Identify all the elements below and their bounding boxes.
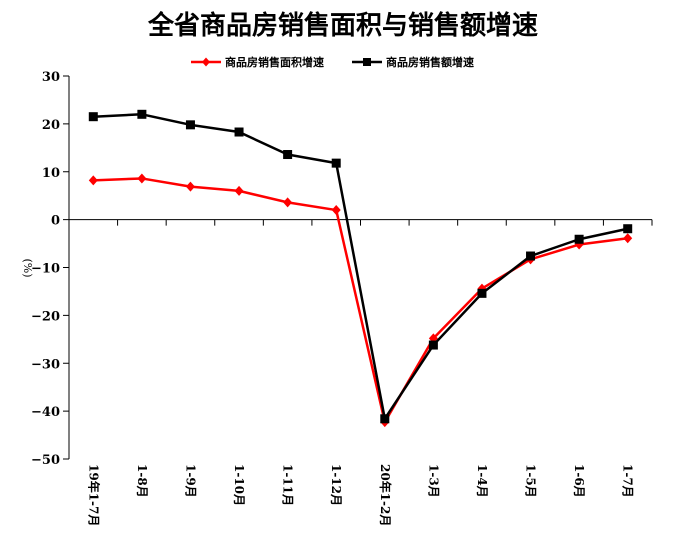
data-point bbox=[185, 120, 195, 130]
legend-item: 商品房销售额增速 bbox=[352, 55, 474, 69]
x-tick-label: 1-6月 bbox=[572, 464, 586, 498]
data-point bbox=[428, 340, 438, 350]
data-point bbox=[137, 173, 147, 184]
data-point bbox=[88, 112, 98, 122]
y-tick-label: −30 bbox=[31, 357, 60, 372]
legend-label: 商品房销售额增速 bbox=[386, 55, 474, 69]
axes: 30 20 10 0 −10 −20 −30 −40 −50 19年1-7月 1-8月 1-9月 1-1… bbox=[31, 70, 653, 526]
legend-item: 商品房销售面积增速 bbox=[191, 55, 324, 69]
x-tick-label: 1-8月 bbox=[135, 464, 149, 498]
legend-marker bbox=[202, 57, 210, 67]
data-point bbox=[185, 181, 195, 192]
x-tick-label: 1-5月 bbox=[524, 464, 538, 498]
data-point bbox=[331, 158, 341, 168]
x-tick-label: 1-4月 bbox=[475, 464, 489, 498]
x-tick-label: 19年1-7月 bbox=[86, 464, 101, 526]
x-tick-label: 1-9月 bbox=[183, 464, 197, 498]
data-point bbox=[574, 234, 584, 244]
y-tick-label: −50 bbox=[31, 453, 60, 468]
data-point bbox=[137, 109, 147, 119]
data-point bbox=[380, 414, 390, 424]
x-tick-label: 20年1-2月 bbox=[378, 464, 393, 526]
x-tick-label: 1-3月 bbox=[426, 464, 440, 498]
series-2 bbox=[88, 109, 633, 424]
y-tick-label: 30 bbox=[42, 70, 60, 85]
y-axis-label: (%) bbox=[21, 258, 34, 277]
series-1 bbox=[88, 173, 633, 428]
data-point bbox=[526, 251, 536, 261]
x-tick-label: 1-12月 bbox=[329, 464, 343, 506]
chart-title: 全省商品房销售面积与销售额增速 bbox=[147, 10, 538, 41]
data-point bbox=[623, 224, 633, 234]
x-tick-label: 1-10月 bbox=[232, 464, 246, 506]
legend-marker bbox=[363, 58, 371, 66]
data-point bbox=[234, 185, 244, 196]
y-tick-label: 20 bbox=[42, 118, 60, 133]
data-point bbox=[623, 233, 633, 244]
legend-label: 商品房销售面积增速 bbox=[225, 55, 324, 69]
data-point bbox=[88, 175, 98, 186]
data-point bbox=[477, 288, 487, 298]
x-tick-label: 1-11月 bbox=[281, 464, 295, 506]
y-tick-label: 0 bbox=[51, 214, 60, 229]
data-point bbox=[283, 197, 293, 208]
x-tick-label: 1-7月 bbox=[621, 464, 635, 498]
series-line bbox=[93, 177, 628, 424]
series-line bbox=[93, 113, 628, 421]
y-tick-label: −20 bbox=[31, 309, 60, 324]
y-tick-label: −40 bbox=[31, 405, 60, 420]
y-tick-label: −10 bbox=[31, 262, 60, 277]
data-point bbox=[283, 150, 293, 160]
data-point bbox=[234, 127, 244, 137]
series-layer bbox=[88, 109, 633, 428]
y-tick-label: 10 bbox=[42, 166, 60, 181]
legend: 商品房销售面积增速 商品房销售额增速 bbox=[191, 55, 474, 69]
data-point bbox=[331, 205, 341, 216]
